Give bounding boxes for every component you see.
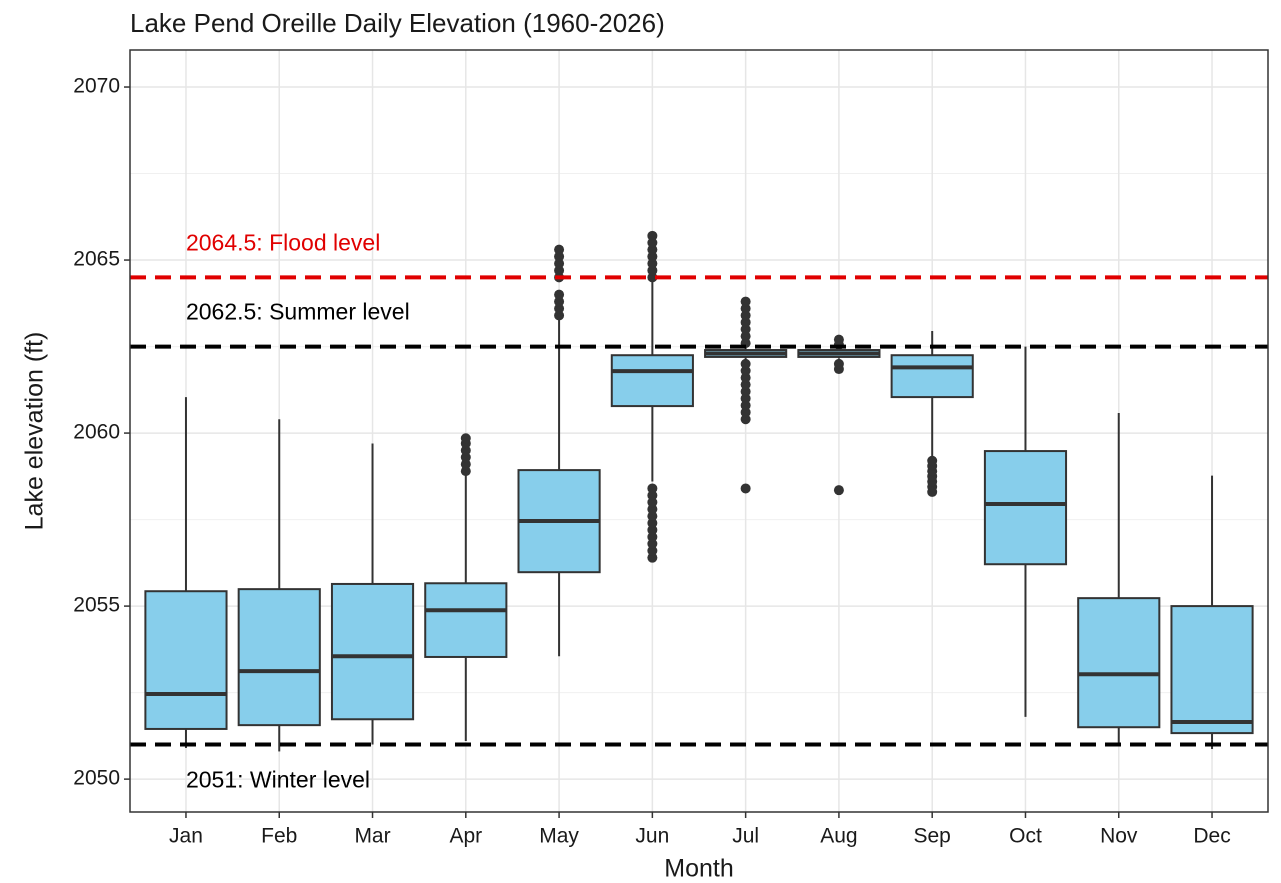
- box: [890, 354, 974, 399]
- outlier: [554, 289, 565, 300]
- outlier: [740, 358, 751, 369]
- y-axis-title: Lake elevation (ft): [21, 332, 49, 531]
- outlier: [740, 386, 751, 397]
- outlier: [740, 331, 751, 342]
- outlier: [647, 524, 658, 535]
- x-tick-label: Sep: [914, 825, 951, 848]
- x-tick-label: Jul: [732, 825, 759, 848]
- reference-label: 2064.5: Flood level: [186, 229, 380, 255]
- box: [1077, 597, 1161, 729]
- y-tick-label: 2060: [73, 421, 120, 444]
- outlier: [460, 452, 471, 463]
- outlier: [647, 511, 658, 522]
- outlier: [647, 497, 658, 508]
- outlier: [554, 251, 565, 262]
- outlier: [647, 483, 658, 494]
- y-tick-label: 2055: [73, 594, 120, 617]
- outlier: [647, 244, 658, 255]
- outlier: [833, 358, 844, 369]
- outlier: [554, 265, 565, 276]
- outlier: [554, 310, 565, 321]
- x-tick-label: Jan: [169, 825, 203, 848]
- outlier: [740, 407, 751, 418]
- outlier: [460, 459, 471, 470]
- chart-title: Lake Pend Oreille Daily Elevation (1960-…: [130, 8, 665, 38]
- x-axis-title: Month: [664, 855, 733, 883]
- outlier: [740, 400, 751, 411]
- outlier: [647, 258, 658, 269]
- box: [330, 582, 415, 721]
- outlier: [833, 334, 844, 345]
- x-tick-label: Mar: [354, 825, 390, 848]
- y-tick-label: 2050: [73, 767, 120, 790]
- x-tick-label: Dec: [1193, 825, 1230, 848]
- outlier: [740, 296, 751, 307]
- outlier: [647, 237, 658, 248]
- outlier: [740, 324, 751, 335]
- outlier: [554, 244, 565, 255]
- outlier: [740, 365, 751, 376]
- outlier: [927, 455, 938, 466]
- x-tick-label: Nov: [1100, 825, 1138, 848]
- outlier: [554, 303, 565, 314]
- outlier: [647, 545, 658, 556]
- outlier: [647, 504, 658, 515]
- y-tick-label: 2070: [73, 75, 120, 98]
- box: [237, 588, 321, 727]
- outlier: [647, 552, 658, 563]
- box: [1170, 605, 1254, 735]
- reference-label: 2051: Winter level: [186, 767, 370, 793]
- box: [610, 354, 694, 408]
- outlier: [740, 372, 751, 383]
- outlier: [554, 258, 565, 269]
- reference-label: 2062.5: Summer level: [186, 299, 410, 325]
- outlier: [740, 303, 751, 314]
- x-tick-label: Oct: [1009, 825, 1042, 848]
- y-tick-label: 2065: [73, 248, 120, 271]
- outlier: [740, 483, 751, 494]
- outlier: [647, 272, 658, 283]
- x-tick-label: Apr: [449, 825, 482, 848]
- outlier: [460, 433, 471, 444]
- outlier: [460, 466, 471, 477]
- outlier: [740, 393, 751, 404]
- outlier: [740, 310, 751, 321]
- outlier: [833, 485, 844, 496]
- outlier: [647, 538, 658, 549]
- outlier: [740, 317, 751, 328]
- box: [983, 450, 1068, 566]
- outlier: [647, 251, 658, 262]
- outlier: [740, 414, 751, 425]
- box: [144, 590, 228, 730]
- outlier: [647, 518, 658, 529]
- outlier: [647, 230, 658, 241]
- outlier: [740, 379, 751, 390]
- x-tick-label: Jun: [635, 825, 669, 848]
- x-tick-label: Aug: [820, 825, 857, 848]
- x-tick-label: Feb: [261, 825, 297, 848]
- box: [424, 582, 508, 658]
- outlier: [647, 490, 658, 501]
- outlier: [554, 296, 565, 307]
- x-tick-label: May: [539, 825, 579, 848]
- outlier: [647, 265, 658, 276]
- outlier: [647, 531, 658, 542]
- outlier: [460, 445, 471, 456]
- plot-border: [129, 49, 1269, 813]
